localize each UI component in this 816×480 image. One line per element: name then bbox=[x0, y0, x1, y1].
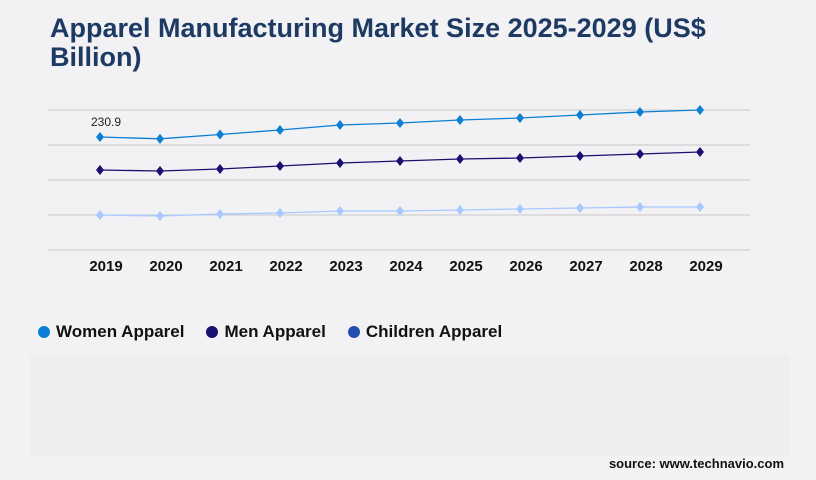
data-point bbox=[396, 205, 404, 216]
background-panel bbox=[30, 355, 790, 455]
data-point bbox=[156, 210, 164, 221]
x-tick-label: 2019 bbox=[89, 258, 122, 275]
data-point bbox=[96, 210, 104, 220]
data-point bbox=[516, 153, 524, 164]
data-point bbox=[156, 165, 164, 176]
data-point bbox=[396, 118, 404, 129]
x-tick-label: 2028 bbox=[629, 258, 662, 275]
data-point bbox=[576, 109, 584, 120]
data-point bbox=[396, 156, 404, 167]
data-label: 230.9 bbox=[91, 115, 121, 129]
source-text: source: www.technavio.com bbox=[608, 456, 784, 471]
data-point bbox=[276, 207, 284, 218]
data-point bbox=[216, 209, 224, 220]
x-tick-label: 2021 bbox=[209, 258, 242, 275]
x-tick-label: 2025 bbox=[449, 258, 482, 275]
x-tick-label: 2022 bbox=[269, 258, 302, 275]
data-point bbox=[576, 203, 584, 213]
x-tick-label: 2029 bbox=[689, 258, 722, 275]
data-point bbox=[696, 105, 704, 115]
data-point bbox=[96, 165, 104, 176]
legend-item: Children Apparel bbox=[347, 322, 503, 342]
x-tick-label: 2026 bbox=[509, 258, 542, 275]
legend-label: Women Apparel bbox=[56, 322, 185, 341]
legend-label: Children Apparel bbox=[365, 322, 503, 341]
data-point bbox=[156, 133, 164, 144]
legend: Women Apparel Men Apparel Children Apparel bbox=[38, 322, 502, 342]
data-point bbox=[456, 114, 464, 125]
data-point bbox=[216, 163, 224, 174]
data-point bbox=[636, 149, 644, 160]
legend-label: Men Apparel bbox=[224, 322, 326, 341]
data-point bbox=[696, 202, 704, 213]
data-point bbox=[336, 158, 344, 169]
data-point bbox=[516, 112, 524, 123]
legend-marker-icon bbox=[206, 326, 219, 338]
line-chart: 2019 2020 2021 2022 2023 2024 2025 2026 2027 2028… bbox=[48, 105, 750, 275]
data-point bbox=[636, 202, 644, 213]
legend-item: Women Apparel bbox=[38, 322, 184, 342]
x-tick-label: 2020 bbox=[149, 258, 182, 275]
data-point bbox=[456, 205, 464, 216]
data-point bbox=[276, 161, 284, 171]
data-point bbox=[576, 151, 584, 162]
data-point bbox=[696, 147, 704, 157]
legend-item: Men Apparel bbox=[206, 322, 326, 342]
x-tick-label: 2024 bbox=[389, 258, 423, 275]
data-point bbox=[636, 107, 644, 118]
data-point bbox=[96, 131, 104, 142]
chart-title: Apparel Manufacturing Market Size 2025-2… bbox=[50, 13, 706, 72]
legend-marker-icon bbox=[38, 326, 50, 338]
data-point bbox=[216, 129, 224, 140]
data-point bbox=[336, 119, 344, 130]
data-point bbox=[336, 205, 344, 216]
data-point bbox=[516, 203, 524, 214]
data-point bbox=[456, 154, 464, 164]
x-tick-label: 2023 bbox=[329, 258, 362, 275]
legend-marker-icon bbox=[347, 326, 360, 338]
data-point bbox=[276, 125, 284, 136]
x-tick-label: 2027 bbox=[569, 258, 602, 275]
